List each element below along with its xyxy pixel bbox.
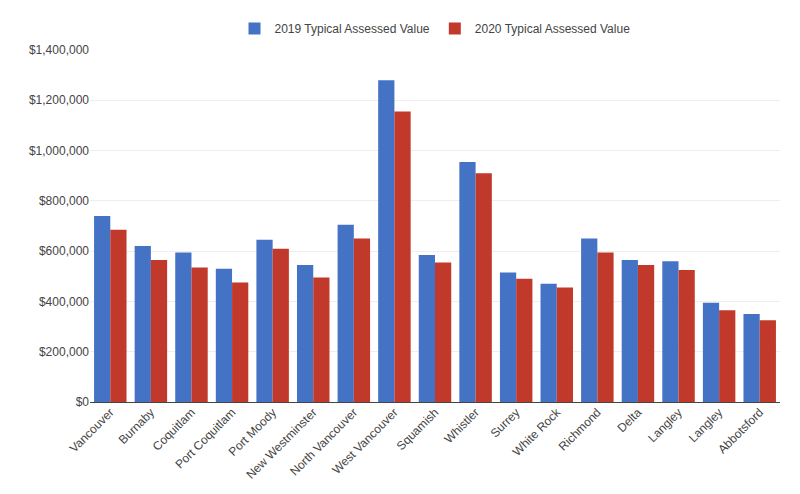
svg-text:White Rock: White Rock (510, 405, 564, 459)
svg-text:$1,400,000: $1,400,000 (29, 43, 89, 57)
svg-text:$1,000,000: $1,000,000 (29, 144, 89, 158)
svg-text:Burnaby: Burnaby (116, 405, 158, 447)
svg-text:$1,200,000: $1,200,000 (29, 93, 89, 107)
svg-text:2019 Typical Assessed Value: 2019 Typical Assessed Value (275, 22, 430, 36)
svg-text:2020 Typical Assessed Value: 2020 Typical Assessed Value (475, 22, 630, 36)
svg-text:Langley: Langley (645, 405, 685, 445)
svg-text:Vancouver: Vancouver (67, 405, 117, 455)
svg-text:Richmond: Richmond (556, 405, 604, 453)
svg-text:Coquitlam: Coquitlam (150, 405, 198, 453)
svg-text:North Vancouver: North Vancouver (287, 405, 360, 478)
svg-text:Port Coquitlam: Port Coquitlam (172, 405, 238, 471)
svg-text:Delta: Delta (615, 405, 645, 435)
svg-text:Port Moody: Port Moody (226, 405, 279, 458)
svg-text:$400,000: $400,000 (39, 295, 89, 309)
svg-text:Abbotsford: Abbotsford (715, 405, 766, 456)
svg-text:$0: $0 (76, 395, 90, 409)
svg-text:Langley: Langley (686, 405, 726, 445)
svg-text:$800,000: $800,000 (39, 194, 89, 208)
svg-text:Squamish: Squamish (394, 405, 442, 453)
svg-text:New Westminster: New Westminster (243, 405, 319, 481)
svg-text:$600,000: $600,000 (39, 244, 89, 258)
svg-text:Surrey: Surrey (488, 405, 523, 440)
svg-text:Whistler: Whistler (441, 405, 482, 446)
svg-text:West Vancouver: West Vancouver (329, 405, 400, 476)
svg-text:$200,000: $200,000 (39, 345, 89, 359)
